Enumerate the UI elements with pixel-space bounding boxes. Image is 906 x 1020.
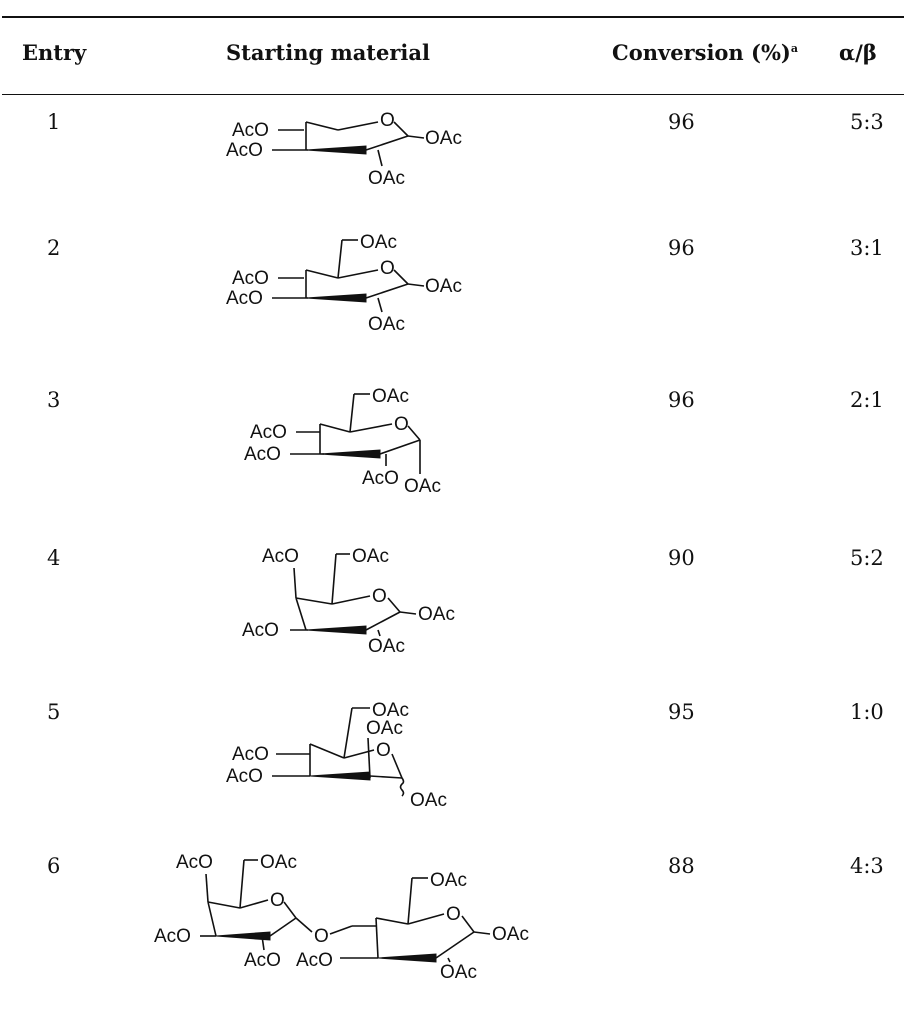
ratio-cell: 1:0 xyxy=(850,700,884,724)
ratio-cell: 4:3 xyxy=(850,854,884,878)
label-c3: AcO xyxy=(244,444,281,465)
label-c2: AcO xyxy=(362,468,399,489)
ratio-cell: 3:1 xyxy=(850,236,884,260)
table-top-rule xyxy=(2,16,904,18)
label-c1: OAc xyxy=(425,128,462,149)
structure-glucose-pentaacetate-alpha: OAc AcO AcO O AcO OAc xyxy=(220,380,520,500)
structure-glucose-pentaacetate-beta: OAc AcO AcO O OAc OAc xyxy=(220,226,520,336)
conversion-cell: 90 xyxy=(668,546,695,570)
conversion-cell: 96 xyxy=(668,388,695,412)
label-c2: OAc xyxy=(368,636,405,657)
label-gal-c4: AcO xyxy=(176,852,213,873)
label-c3: AcO xyxy=(226,288,263,309)
label-c1: OAc xyxy=(410,790,447,811)
entry-cell: 6 xyxy=(47,854,61,878)
label-glc-c1: OAc xyxy=(492,924,529,945)
label-gal-c2: AcO xyxy=(244,950,281,971)
conversion-cell: 96 xyxy=(668,110,695,134)
label-glc-c3: AcO xyxy=(296,950,333,971)
label-c6: OAc xyxy=(372,386,409,407)
label-glc-ring-o: O xyxy=(446,904,461,925)
conversion-cell: 88 xyxy=(668,854,695,878)
label-c1: OAc xyxy=(404,476,441,497)
ratio-cell: 5:2 xyxy=(850,546,884,570)
label-c1: OAc xyxy=(425,276,462,297)
label-c6: OAc xyxy=(372,700,409,721)
label-c3: AcO xyxy=(226,766,263,787)
label-c3: AcO xyxy=(242,620,279,641)
label-gal-c3: AcO xyxy=(154,926,191,947)
label-ring-o: O xyxy=(376,740,391,761)
header-conversion-footnote: a xyxy=(790,42,798,55)
structure-lactose-octaacetate: AcO OAc O AcO AcO O OAc AcO O OAc OAc xyxy=(150,846,570,986)
header-entry: Entry xyxy=(22,40,87,65)
header-ratio: α/β xyxy=(839,40,877,65)
header-conversion: Conversion (%)a xyxy=(612,40,798,65)
entry-cell: 1 xyxy=(47,110,61,134)
label-c6: OAc xyxy=(352,546,389,567)
label-c1: OAc xyxy=(418,604,455,625)
label-c2: OAc xyxy=(368,314,405,335)
entry-cell: 4 xyxy=(47,546,61,570)
header-conversion-text: Conversion (%) xyxy=(612,40,791,65)
label-ring-o: O xyxy=(372,586,387,607)
structure-mannose-pentaacetate: OAc OAc O AcO AcO OAc xyxy=(220,694,520,814)
label-glc-c6: OAc xyxy=(430,870,467,891)
label-gal-c6: OAc xyxy=(260,852,297,873)
entry-cell: 3 xyxy=(47,388,61,412)
label-c4: AcO xyxy=(262,546,299,567)
label-glc-c2: OAc xyxy=(440,962,477,983)
label-c6: OAc xyxy=(360,232,397,253)
label-ring-o: O xyxy=(380,258,395,279)
label-c4: AcO xyxy=(232,120,269,141)
entry-cell: 2 xyxy=(47,236,61,260)
header-starting-material: Starting material xyxy=(226,40,430,65)
label-bridge-o: O xyxy=(314,926,329,947)
label-c2: OAc xyxy=(368,168,405,189)
label-c4: AcO xyxy=(232,268,269,289)
conversion-cell: 95 xyxy=(668,700,695,724)
ratio-cell: 2:1 xyxy=(850,388,884,412)
label-c4: AcO xyxy=(232,744,269,765)
label-gal-ring-o: O xyxy=(270,890,285,911)
conversion-cell: 96 xyxy=(668,236,695,260)
label-ring-o: O xyxy=(394,414,409,435)
ratio-cell: 5:3 xyxy=(850,110,884,134)
label-ring-o: O xyxy=(380,110,395,131)
entry-cell: 5 xyxy=(47,700,61,724)
structure-xylose-tetraacetate: AcO AcO O OAc OAc xyxy=(220,104,520,194)
structure-galactose-pentaacetate: AcO OAc O OAc AcO OAc xyxy=(220,540,520,660)
label-c4: AcO xyxy=(250,422,287,443)
label-c2: OAc xyxy=(366,718,403,739)
table-header-rule xyxy=(2,94,904,95)
label-c3: AcO xyxy=(226,140,263,161)
